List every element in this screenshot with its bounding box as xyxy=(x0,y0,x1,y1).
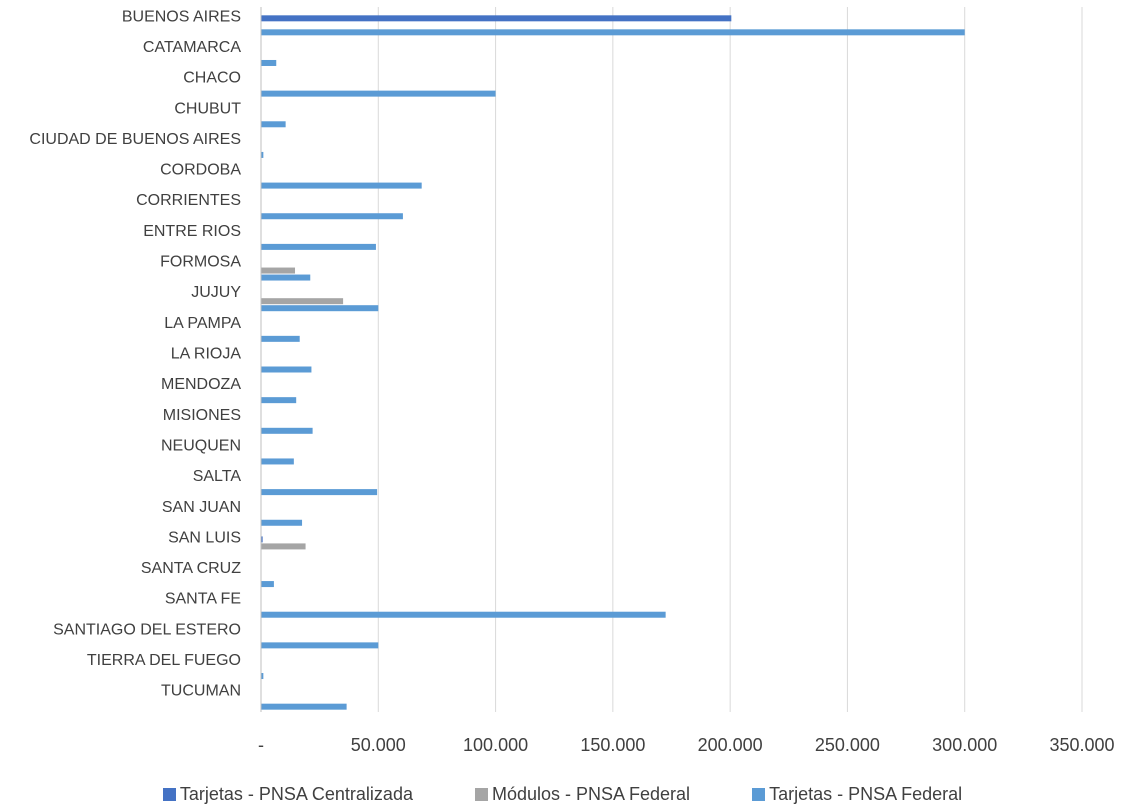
category-label: LA PAMPA xyxy=(164,315,241,332)
legend-label: Módulos - PNSA Federal xyxy=(491,783,691,804)
category-label: CORRIENTES xyxy=(136,192,241,209)
category-label: CATAMARCA xyxy=(143,39,241,56)
bar xyxy=(261,519,303,526)
bar xyxy=(261,29,965,36)
bar xyxy=(261,59,277,66)
category-label: TUCUMAN xyxy=(161,683,241,700)
bar xyxy=(261,243,376,250)
category-label: SANTA FE xyxy=(165,591,241,608)
bar xyxy=(261,274,311,281)
bar xyxy=(261,673,264,680)
category-label: MENDOZA xyxy=(161,376,241,393)
bars xyxy=(261,15,965,710)
category-label: CORDOBA xyxy=(160,162,241,179)
x-tick-label: 50.000 xyxy=(351,735,406,755)
bar xyxy=(261,489,378,496)
bar xyxy=(261,366,312,373)
category-label: FORMOSA xyxy=(160,254,241,271)
bar xyxy=(261,90,496,97)
category-label: JUJUY xyxy=(191,284,241,301)
legend-item: Tarjetas - PNSA Centralizada xyxy=(162,783,413,805)
category-label: TIERRA DEL FUEGO xyxy=(87,652,241,669)
category-label: CHUBUT xyxy=(174,100,241,117)
bar xyxy=(261,581,274,588)
bar xyxy=(261,427,313,434)
bar xyxy=(261,305,379,312)
category-label: SAN JUAN xyxy=(162,499,241,516)
bar xyxy=(261,611,666,618)
legend-item: Módulos - PNSA Federal xyxy=(474,783,691,805)
legend: Tarjetas - PNSA Centralizada Módulos - PN… xyxy=(0,783,1125,805)
category-label: MISIONES xyxy=(163,407,241,424)
bar xyxy=(261,267,296,274)
legend-swatch xyxy=(162,787,176,801)
bar xyxy=(261,15,732,22)
bar xyxy=(261,182,422,189)
category-label: SANTA CRUZ xyxy=(141,560,241,577)
gridlines xyxy=(377,7,1083,712)
x-tick-label: 100.000 xyxy=(463,735,528,755)
category-label: LA RIOJA xyxy=(171,346,242,363)
x-tick-label: 150.000 xyxy=(580,735,645,755)
bar xyxy=(261,298,344,305)
x-tick-label: 300.000 xyxy=(932,735,997,755)
bar xyxy=(261,703,347,710)
bar xyxy=(261,536,263,543)
category-label: SANTIAGO DEL ESTERO xyxy=(53,621,241,638)
bar xyxy=(261,151,264,158)
x-tick-label: - xyxy=(258,735,264,755)
category-label: SALTA xyxy=(193,468,242,485)
bar xyxy=(261,642,379,649)
x-tick-label: 250.000 xyxy=(815,735,880,755)
category-label: BUENOS AIRES xyxy=(122,8,241,25)
bar xyxy=(261,121,286,128)
legend-label: Tarjetas - PNSA Centralizada xyxy=(179,783,413,804)
category-label: SAN LUIS xyxy=(168,529,241,546)
category-labels: BUENOS AIRES CATAMARCA CHACO CHUBUT CIUDAD D… xyxy=(29,8,241,699)
bar xyxy=(261,543,306,550)
category-label: CHACO xyxy=(183,70,241,87)
legend-swatch xyxy=(474,787,488,801)
bar xyxy=(261,458,294,465)
bar xyxy=(261,397,297,404)
x-tick-label: 350.000 xyxy=(1049,735,1114,755)
category-label: CIUDAD DE BUENOS AIRES xyxy=(29,131,241,148)
category-label: NEUQUEN xyxy=(161,437,241,454)
x-axis-tick-labels: - 50.000 100.000 150.000 200.000 250.000 300.0… xyxy=(258,735,1115,755)
x-tick-label: 200.000 xyxy=(698,735,763,755)
bar xyxy=(261,335,300,342)
bar xyxy=(261,213,403,220)
legend-swatch xyxy=(752,787,766,801)
legend-item: Tarjetas - PNSA Federal xyxy=(752,783,962,805)
legend-label: Tarjetas - PNSA Federal xyxy=(769,783,963,804)
category-label: ENTRE RIOS xyxy=(143,223,241,240)
